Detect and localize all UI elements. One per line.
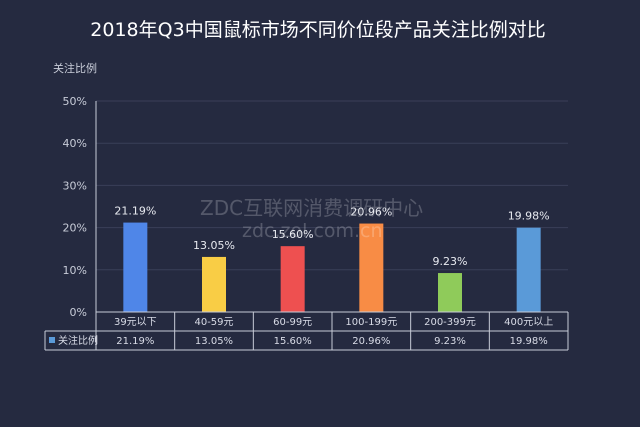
data-label: 13.05%	[193, 239, 235, 252]
bar	[516, 227, 541, 312]
x-tick-label: 40-59元	[194, 317, 233, 328]
data-label: 9.23%	[433, 255, 468, 268]
x-tick-label: 200-399元	[424, 317, 476, 328]
bar	[202, 256, 226, 312]
x-tick-label: 400元以上	[504, 316, 553, 328]
table-cell: 19.98%	[510, 336, 548, 347]
table-cell: 9.23%	[434, 336, 466, 347]
x-tick-label: 60-99元	[273, 317, 312, 328]
chart-title: 2018年Q3中国鼠标市场不同价位段产品关注比例对比	[90, 19, 545, 41]
y-tick-label: 30%	[63, 179, 87, 192]
table-cell: 15.60%	[274, 336, 312, 347]
legend-label: 关注比例	[58, 334, 98, 347]
legend-marker	[49, 337, 55, 343]
y-tick-label: 0%	[70, 306, 87, 319]
bar	[280, 246, 305, 312]
bar	[123, 222, 148, 312]
y-tick-label: 20%	[63, 222, 87, 235]
data-label: 20.96%	[350, 206, 392, 219]
table-cell: 13.05%	[195, 336, 233, 347]
bar	[359, 223, 384, 312]
x-tick-label: 100-199元	[345, 317, 397, 328]
y-axis-label: 关注比例	[53, 61, 97, 75]
data-label: 21.19%	[114, 205, 156, 218]
y-tick-label: 50%	[63, 95, 87, 108]
x-tick-label: 39元以下	[114, 317, 157, 328]
data-label: 15.60%	[272, 228, 314, 241]
data-label: 19.98%	[508, 210, 550, 223]
table-cell: 20.96%	[352, 336, 390, 347]
table-cell: 21.19%	[116, 336, 154, 347]
y-tick-label: 40%	[63, 137, 87, 150]
y-tick-label: 10%	[63, 264, 87, 277]
bar	[438, 273, 462, 312]
